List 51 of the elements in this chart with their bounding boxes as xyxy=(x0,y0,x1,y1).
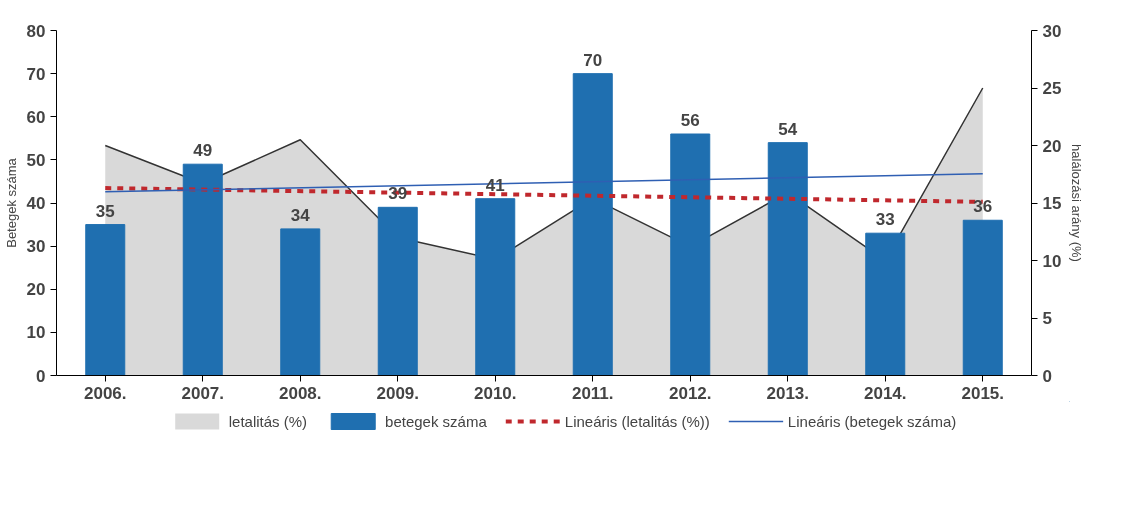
y2-axis-title: halálozási arány (%) xyxy=(1069,144,1085,262)
y2-tick-label: 5 xyxy=(1042,309,1052,328)
x-tick-label: 2010. xyxy=(473,383,517,403)
y2-tick-label: 10 xyxy=(1042,251,1062,271)
y2-tick-label: 30 xyxy=(1042,21,1062,41)
y-tick-label: 60 xyxy=(26,107,46,127)
data-label: 35 xyxy=(95,201,115,221)
bar xyxy=(377,206,418,376)
data-label: 33 xyxy=(875,210,895,230)
y2-tick-label: 0 xyxy=(1042,366,1052,386)
y-tick-label: 40 xyxy=(26,194,46,213)
y-tick-label: 20 xyxy=(26,280,46,300)
data-label: 70 xyxy=(583,50,603,70)
data-label: 56 xyxy=(680,111,700,130)
x-tick-label: 2013. xyxy=(766,383,810,403)
bar xyxy=(865,232,906,376)
y-tick-label: 70 xyxy=(26,64,46,84)
y-tick-label: 80 xyxy=(26,21,46,41)
bar xyxy=(962,219,1003,376)
legend-label: letalitás (%) xyxy=(228,412,308,430)
bar xyxy=(670,133,711,376)
bar xyxy=(767,142,808,376)
bar xyxy=(280,228,321,376)
y-tick-label: 0 xyxy=(36,366,46,386)
x-tick-label: 2012. xyxy=(668,383,712,403)
bar xyxy=(85,224,126,376)
legend-label: Lineáris (letalitás (%)) xyxy=(564,412,710,430)
y2-tick-label: 15 xyxy=(1042,194,1062,213)
data-label: 34 xyxy=(290,205,311,225)
data-label: 36 xyxy=(973,197,993,217)
x-tick-label: 2014. xyxy=(863,383,907,403)
y-tick-label: 50 xyxy=(26,150,46,170)
legend-label: Lineáris (betegek száma) xyxy=(787,412,957,430)
x-tick-label: 2011. xyxy=(571,383,614,403)
data-label: 49 xyxy=(193,141,213,161)
bar xyxy=(475,198,516,376)
y-tick-label: 10 xyxy=(26,323,46,343)
bar xyxy=(182,163,223,376)
x-tick-label: 2008. xyxy=(278,383,322,403)
legend-label: betegek száma xyxy=(385,412,487,430)
x-tick-label: 2007. xyxy=(181,383,225,403)
data-label: 54 xyxy=(778,119,798,139)
y-axis-title: Betegek száma xyxy=(3,157,19,248)
x-tick-label: 2009. xyxy=(376,383,420,403)
y2-tick-label: 25 xyxy=(1042,79,1062,98)
x-tick-label: 2006. xyxy=(83,383,127,403)
x-tick-label: 2015. xyxy=(961,383,1005,403)
y2-tick-label: 20 xyxy=(1042,136,1062,156)
bar xyxy=(572,73,613,376)
y-tick-label: 30 xyxy=(26,237,46,257)
data-label: 39 xyxy=(388,184,408,204)
